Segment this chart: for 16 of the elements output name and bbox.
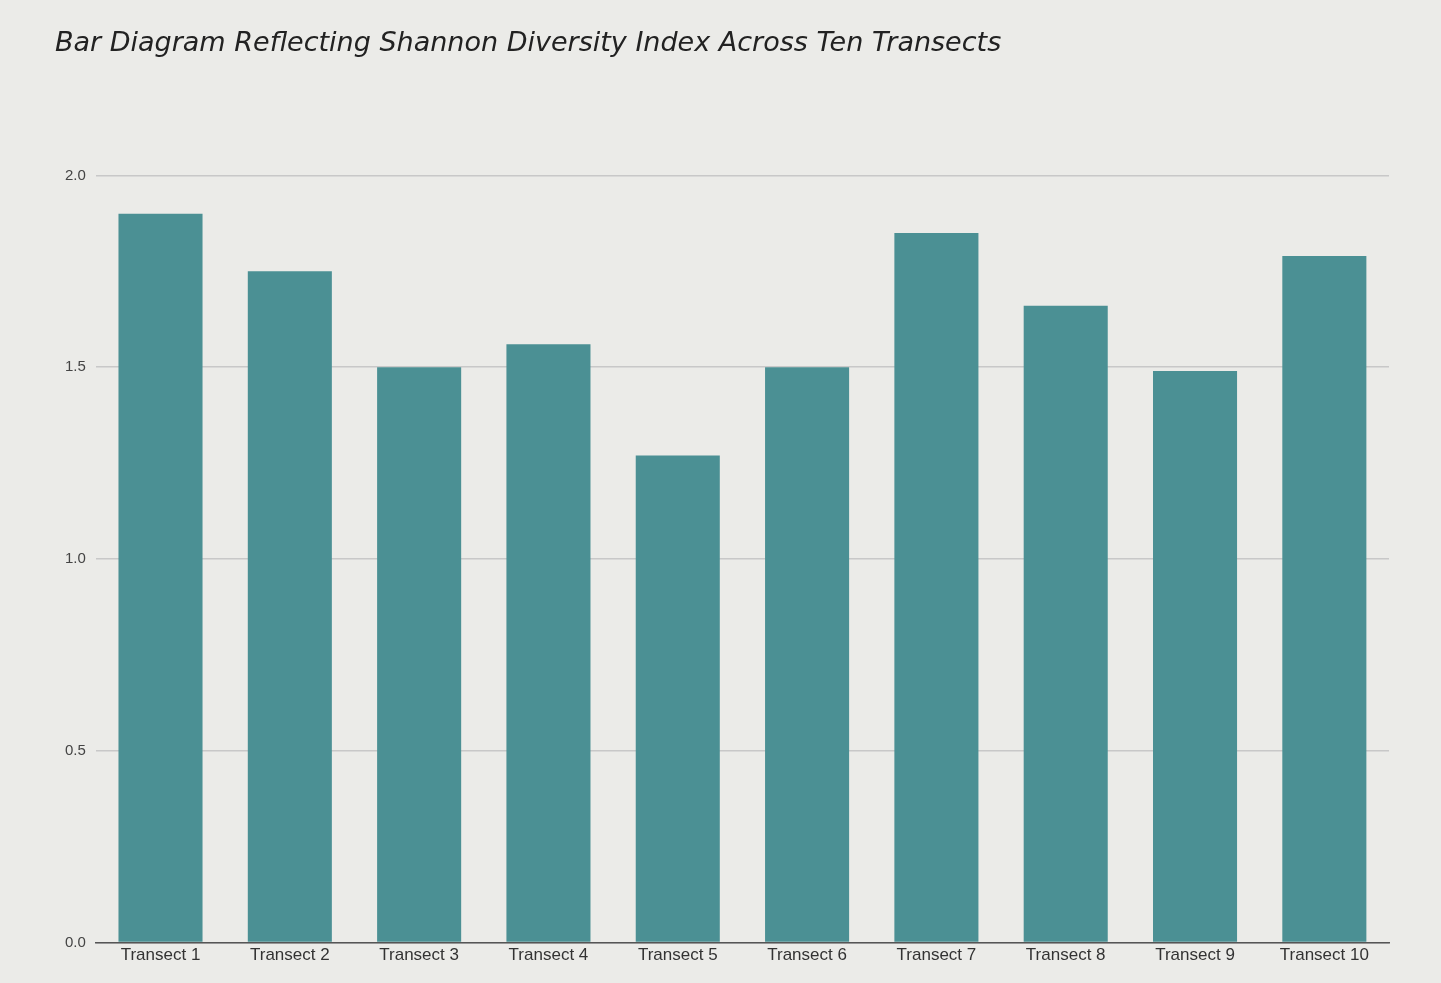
x-tick-label: Transect 10 xyxy=(1279,945,1369,965)
y-tick-label: 0.5 xyxy=(64,740,86,758)
y-tick-label: 1.5 xyxy=(64,357,86,375)
x-tick-label: Transect 5 xyxy=(637,945,718,965)
x-tick-label: Transect 7 xyxy=(896,945,977,965)
y-tick-label: 0.0 xyxy=(64,932,86,950)
x-tick-label: Transect 6 xyxy=(767,945,847,965)
x-tick-label: Transect 2 xyxy=(249,945,330,965)
x-tick-label: Transect 3 xyxy=(379,945,459,965)
x-tick-label: Transect 4 xyxy=(508,945,589,965)
x-tick-label: Transect 8 xyxy=(1025,945,1106,965)
x-tick-label: Transect 9 xyxy=(1155,945,1235,965)
y-tick-label: 2.0 xyxy=(64,165,86,183)
x-tick-label: Transect 1 xyxy=(120,945,201,965)
y-tick-label: 1.0 xyxy=(64,549,86,567)
chart-title: Bar Diagram Reflecting Shannon Diversity Index Across Ten Transects xyxy=(55,26,1002,58)
